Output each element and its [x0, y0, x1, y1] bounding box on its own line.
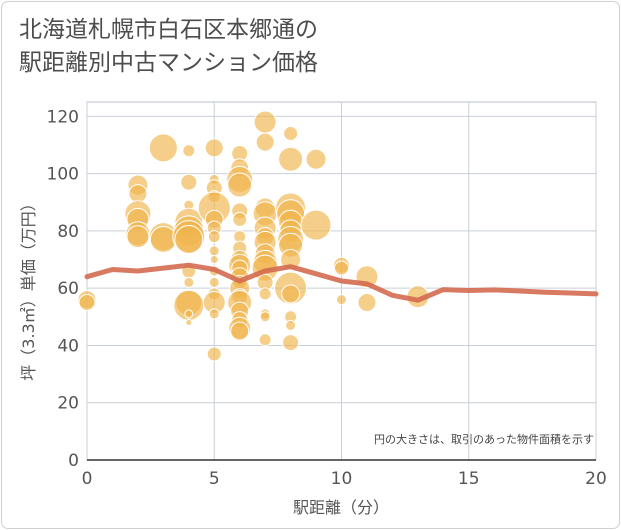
data-point — [357, 292, 377, 312]
y-tick-label: 100 — [47, 165, 79, 185]
data-point — [334, 260, 349, 276]
x-axis-title: 駅距離（分） — [293, 498, 389, 517]
bubble-layer — [77, 110, 430, 362]
chart-title: 北海道札幌市白石区本郷通の 駅距離別中古マンション価格 — [19, 17, 318, 76]
size-legend-note: 円の大きさは、取引のあった物件面積を示す — [374, 432, 594, 446]
data-point — [283, 126, 299, 142]
data-point — [259, 311, 271, 323]
data-point — [204, 138, 224, 158]
x-tick-label: 20 — [585, 469, 607, 489]
y-tick-label: 40 — [57, 336, 79, 356]
x-tick-label: 15 — [458, 469, 480, 489]
data-point — [182, 144, 196, 158]
x-tick-label: 0 — [82, 469, 93, 489]
data-point — [185, 319, 193, 327]
data-point — [258, 333, 272, 347]
data-point — [281, 284, 301, 304]
data-point — [285, 319, 297, 331]
data-point — [208, 245, 220, 257]
trend-line — [84, 262, 599, 303]
data-point — [258, 287, 272, 301]
data-point — [174, 224, 204, 254]
y-axis-title: 坪（3.3㎡）単価（万円） — [19, 195, 38, 380]
data-point — [300, 209, 332, 241]
data-point — [209, 255, 219, 265]
data-point — [282, 334, 300, 352]
data-point — [183, 276, 195, 288]
data-point — [180, 173, 198, 191]
data-point — [207, 230, 221, 244]
data-point — [206, 346, 222, 362]
data-point — [208, 308, 220, 320]
data-point — [232, 211, 248, 227]
y-tick-label: 0 — [68, 451, 79, 471]
data-point — [149, 225, 177, 253]
data-point — [126, 225, 150, 249]
x-tick-label: 5 — [209, 469, 220, 489]
y-tick-label: 120 — [47, 107, 79, 127]
data-point — [230, 321, 250, 341]
data-point — [148, 133, 178, 163]
data-point — [184, 309, 194, 319]
y-tick-label: 20 — [57, 394, 79, 414]
data-point — [208, 276, 220, 288]
grid — [86, 101, 597, 461]
tick-labels: 0 20 40 60 80 100 120 0 5 10 15 20 — [47, 107, 607, 489]
y-tick-label: 80 — [57, 222, 79, 242]
y-tick-label: 60 — [57, 279, 79, 299]
data-point — [280, 249, 302, 271]
x-tick-label: 10 — [331, 469, 353, 489]
data-point — [255, 132, 275, 152]
data-point — [78, 293, 96, 311]
data-point — [253, 110, 277, 134]
data-point — [305, 148, 327, 170]
data-point — [278, 146, 304, 172]
data-point — [227, 172, 253, 198]
data-point — [128, 184, 148, 204]
data-point — [336, 294, 347, 306]
